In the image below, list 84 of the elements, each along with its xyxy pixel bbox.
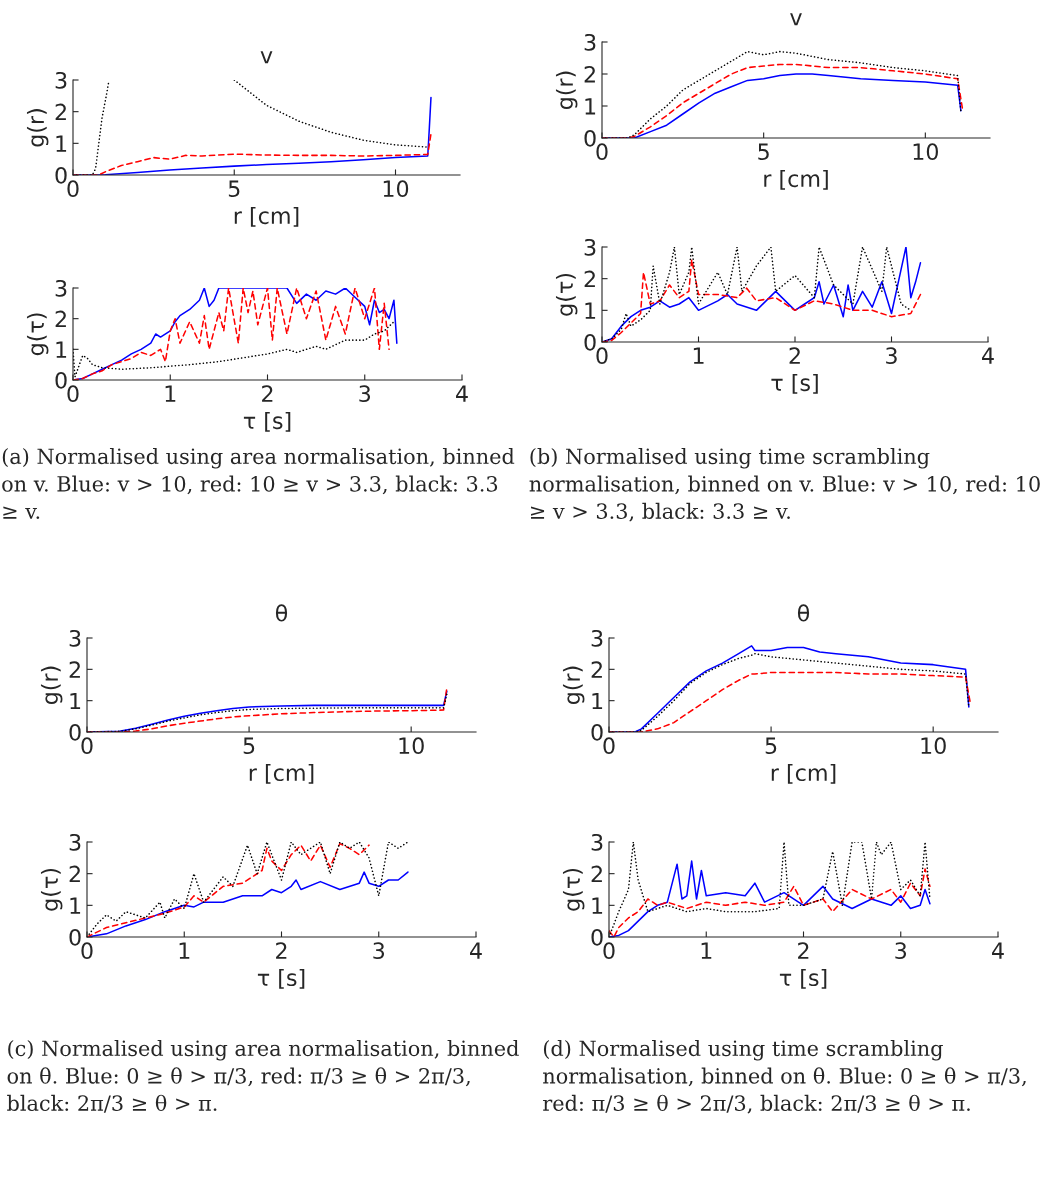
y-tick-label: 0	[69, 723, 81, 741]
y-axis-title: g(τ)	[555, 274, 578, 316]
chart-title: v	[260, 51, 273, 64]
x-tick-label: 3	[373, 942, 385, 960]
x-axis-title: τ [s]	[779, 968, 827, 989]
x-tick-label: 2	[262, 385, 273, 402]
x-tick-label: 10	[921, 737, 946, 755]
y-tick-label: 0	[55, 371, 67, 389]
y-axis-title: g(τ)	[40, 869, 63, 911]
chart-title: θ	[797, 604, 810, 622]
x-tick-label: 0	[603, 942, 615, 960]
x-tick-label: 10	[383, 180, 409, 198]
chart-title: θ	[275, 604, 288, 622]
y-axis-title: g(r)	[562, 666, 585, 705]
y-tick-label: 0	[584, 129, 596, 147]
y-tick-label: 1	[70, 897, 81, 914]
text: (a) Normalised using area normalisation, binned on v. Blue: v > 10, red: 10 ≥ v > 3.3, black: 3.3 ≥ v.	[2, 448, 515, 519]
x-tick-label: 4	[470, 942, 482, 959]
x-axis-title: τ [s]	[243, 411, 291, 432]
y-tick-label: 0	[591, 928, 603, 946]
x-axis-title: r [cm]	[249, 763, 314, 784]
y-tick-label: 3	[55, 279, 67, 297]
x-axis-title: τ [s]	[257, 968, 305, 989]
x-tick-label: 3	[359, 385, 371, 403]
y-tick-label: 3	[584, 33, 596, 51]
y-axis-title: g(τ)	[26, 313, 49, 356]
y-tick-label: 3	[591, 833, 603, 851]
y-tick-label: 0	[584, 333, 596, 351]
text: (b) Normalised using time scrambling normalisation, binned on v. Blue: v > 10, red: 10 ≥ v > 3.3, black: 3.3 ≥ v.	[529, 448, 1040, 522]
x-tick-label: 1	[693, 347, 704, 364]
x-tick-label: 3	[895, 942, 907, 960]
line-series	[73, 320, 395, 378]
x-axis-title: r [cm]	[234, 206, 299, 227]
y-tick-label: 2	[591, 865, 602, 883]
line-series	[609, 842, 931, 937]
x-axis-title: r [cm]	[771, 763, 836, 784]
y-tick-label: 3	[55, 71, 67, 89]
y-tick-label: 3	[69, 833, 81, 851]
x-tick-label: 4	[982, 347, 994, 364]
x-tick-label: 2	[789, 347, 800, 364]
y-axis-title: g(r)	[40, 666, 63, 705]
x-tick-label: 0	[81, 737, 93, 755]
text: (d) Normalised using time scrambling normalisation, binned on θ. Blue: 0 ≥ θ > π/3, red: π/3 ≥ θ > 2π/3, black: 2π/3 ≥ θ > π.	[543, 1040, 1026, 1114]
x-tick-label: 2	[276, 942, 287, 959]
x-tick-label: 1	[179, 942, 190, 959]
x-tick-label: 1	[165, 385, 176, 402]
y-tick-label: 2	[55, 103, 66, 121]
y-tick-label: 0	[69, 928, 81, 946]
x-tick-label: 4	[456, 385, 468, 402]
y-tick-label: 2	[584, 270, 595, 288]
x-tick-label: 1	[701, 942, 712, 959]
y-tick-label: 3	[591, 629, 603, 647]
chart-title: v	[790, 13, 802, 26]
x-tick-label: 2	[798, 942, 809, 959]
text: (c) Normalised using area normalisation, binned on θ. Blue: 0 ≥ θ > π/3, red: π/3 ≥ θ > 2π/3, black: 2π/3 ≥ θ > π.	[7, 1040, 519, 1113]
x-tick-label: 5	[758, 143, 769, 161]
x-axis-title: τ [s]	[771, 373, 818, 394]
y-tick-label: 2	[591, 661, 602, 678]
y-tick-label: 2	[55, 310, 66, 328]
y-tick-label: 2	[69, 661, 80, 678]
x-tick-label: 10	[399, 737, 424, 755]
y-tick-label: 0	[55, 166, 67, 184]
y-axis-title: g(r)	[555, 71, 578, 110]
y-tick-label: 2	[69, 865, 80, 883]
x-tick-label: 0	[603, 737, 615, 755]
x-axis-title: r [cm]	[764, 169, 828, 190]
x-tick-label: 5	[228, 180, 240, 198]
x-tick-label: 5	[243, 737, 255, 755]
y-tick-label: 1	[585, 98, 596, 115]
x-tick-label: 5	[765, 737, 777, 755]
y-tick-label: 2	[584, 65, 595, 83]
y-tick-label: 1	[592, 897, 603, 914]
y-tick-label: 3	[584, 238, 596, 256]
y-tick-label: 0	[591, 723, 603, 741]
y-tick-label: 1	[585, 302, 596, 319]
y-tick-label: 1	[592, 692, 603, 710]
y-tick-label: 1	[70, 692, 81, 710]
x-tick-label: 4	[992, 942, 1004, 959]
x-tick-label: 10	[913, 143, 938, 161]
y-tick-label: 3	[69, 629, 81, 647]
x-tick-label: 0	[81, 942, 93, 960]
y-axis-title: g(r)	[26, 109, 49, 147]
x-tick-label: 3	[886, 347, 897, 365]
y-axis-title: g(τ)	[562, 869, 585, 911]
